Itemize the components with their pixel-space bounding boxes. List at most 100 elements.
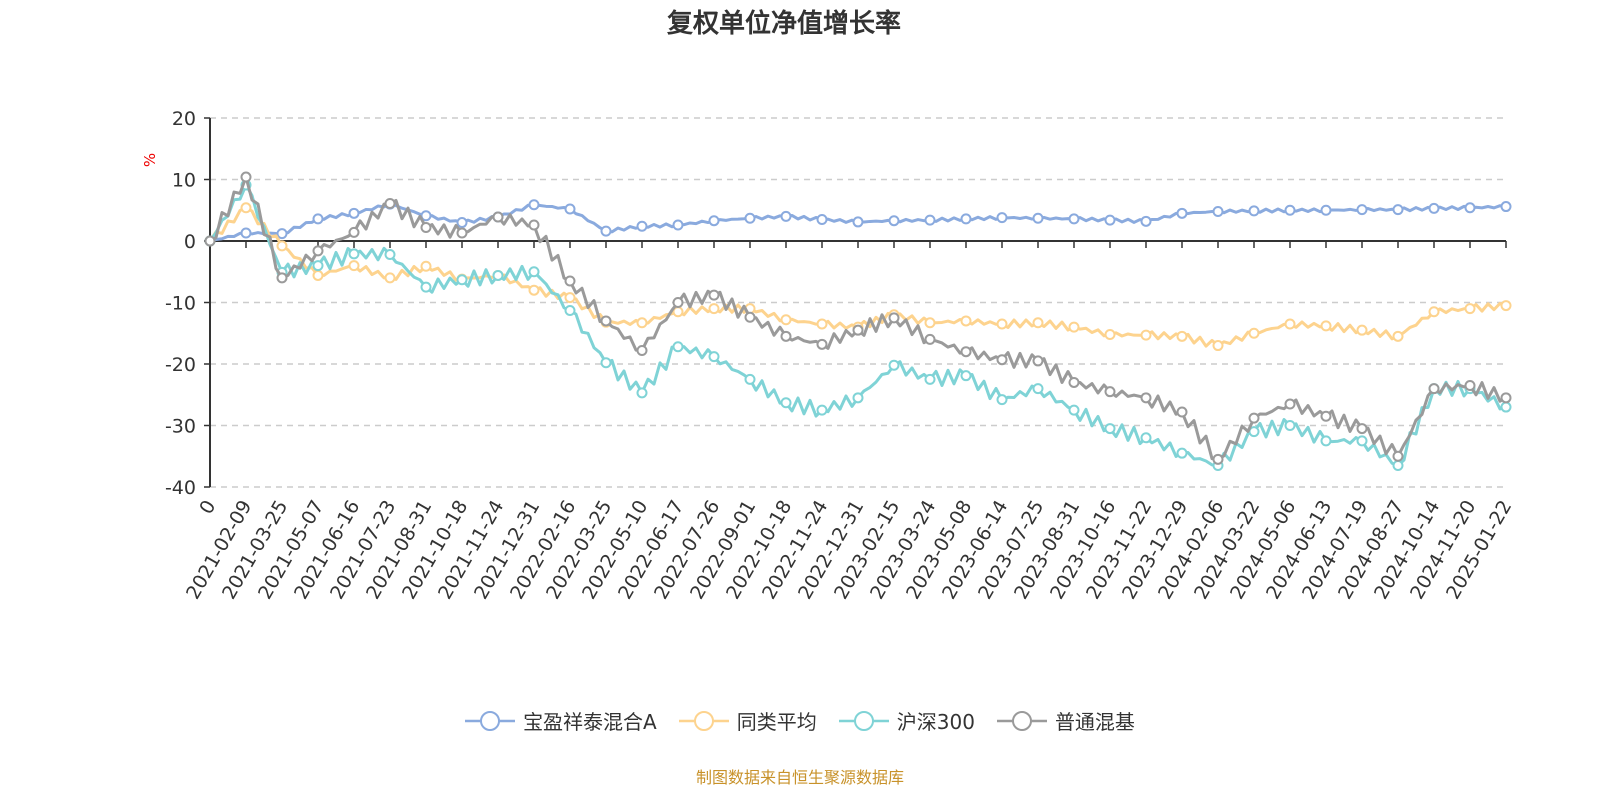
data-point — [1140, 392, 1152, 404]
legend-label: 同类平均 — [736, 710, 817, 734]
legend-item[interactable]: 普通混基 — [996, 706, 1135, 735]
data-point — [960, 213, 972, 225]
data-point — [1176, 207, 1188, 219]
data-point — [1032, 212, 1044, 224]
data-point — [996, 354, 1008, 366]
data-point — [564, 304, 576, 316]
data-point — [960, 346, 972, 358]
data-point — [1032, 383, 1044, 395]
data-point — [852, 216, 864, 228]
data-point — [636, 344, 648, 356]
data-point — [996, 318, 1008, 330]
data-point — [564, 203, 576, 215]
legend-item[interactable]: 宝盈祥泰混合A — [465, 706, 657, 735]
y-tick-label: -20 — [165, 354, 196, 376]
data-point — [1500, 201, 1512, 213]
data-point — [1284, 398, 1296, 410]
data-point — [348, 248, 360, 260]
series-3 — [204, 171, 1512, 465]
data-point — [1248, 412, 1260, 424]
data-point — [564, 292, 576, 304]
legend-label: 宝盈祥泰混合A — [523, 710, 657, 734]
legend-label: 沪深300 — [896, 710, 975, 734]
data-point — [924, 214, 936, 226]
data-point — [1392, 450, 1404, 462]
data-point — [528, 284, 540, 296]
data-point — [708, 289, 720, 301]
data-point — [780, 330, 792, 342]
data-point — [456, 227, 468, 239]
y-tick-label: 0 — [184, 231, 196, 253]
data-point — [240, 202, 252, 214]
data-point — [1500, 392, 1512, 404]
data-point — [1032, 355, 1044, 367]
legend-marker-icon — [838, 710, 889, 731]
data-point — [312, 269, 324, 281]
data-point — [1428, 202, 1440, 214]
data-point — [960, 315, 972, 327]
data-point — [1176, 330, 1188, 342]
data-point — [1212, 205, 1224, 217]
data-point — [420, 210, 432, 222]
data-point — [492, 269, 504, 281]
data-point — [1464, 202, 1476, 214]
legend-marker-icon — [996, 710, 1047, 731]
data-point — [384, 272, 396, 284]
data-point — [1104, 423, 1116, 435]
data-point — [1176, 447, 1188, 459]
data-point — [600, 315, 612, 327]
y-tick-label: -40 — [165, 477, 196, 499]
series-0 — [204, 198, 1512, 247]
data-point — [528, 266, 540, 278]
data-point — [888, 215, 900, 227]
data-point — [1356, 324, 1368, 336]
legend-item[interactable]: 同类平均 — [678, 706, 817, 735]
data-point — [276, 272, 288, 284]
data-point — [564, 275, 576, 287]
data-point — [348, 226, 360, 238]
data-point — [528, 199, 540, 211]
data-point — [1392, 204, 1404, 216]
data-point — [636, 317, 648, 329]
data-point — [1500, 401, 1512, 413]
data-point — [708, 215, 720, 227]
data-point — [960, 370, 972, 382]
data-point — [744, 212, 756, 224]
data-point — [816, 213, 828, 225]
data-point — [1428, 383, 1440, 395]
data-point — [1392, 330, 1404, 342]
data-point — [708, 351, 720, 363]
data-point — [1392, 459, 1404, 471]
data-point — [1320, 435, 1332, 447]
data-point — [420, 281, 432, 293]
data-point — [240, 227, 252, 239]
legend-marker-icon — [465, 710, 516, 731]
data-point — [924, 373, 936, 385]
data-point — [1176, 406, 1188, 418]
data-point — [492, 211, 504, 223]
legend: 宝盈祥泰混合A 同类平均 沪深300 普通混基 — [0, 706, 1600, 735]
legend-item[interactable]: 沪深300 — [838, 706, 975, 735]
data-point — [1140, 329, 1152, 341]
data-point — [1032, 317, 1044, 329]
data-point — [312, 245, 324, 257]
data-point — [708, 303, 720, 315]
data-point — [420, 221, 432, 233]
data-point — [1248, 327, 1260, 339]
data-point — [1248, 205, 1260, 217]
data-point — [456, 274, 468, 286]
data-point — [1068, 321, 1080, 333]
data-point — [816, 338, 828, 350]
data-point — [888, 359, 900, 371]
data-point — [1320, 320, 1332, 332]
data-point — [312, 213, 324, 225]
data-point — [780, 210, 792, 222]
y-tick-label: -30 — [165, 416, 196, 438]
data-point — [1320, 410, 1332, 422]
data-point — [276, 240, 288, 252]
data-point — [1356, 423, 1368, 435]
data-point — [348, 207, 360, 219]
data-point — [276, 228, 288, 240]
data-point — [1284, 204, 1296, 216]
